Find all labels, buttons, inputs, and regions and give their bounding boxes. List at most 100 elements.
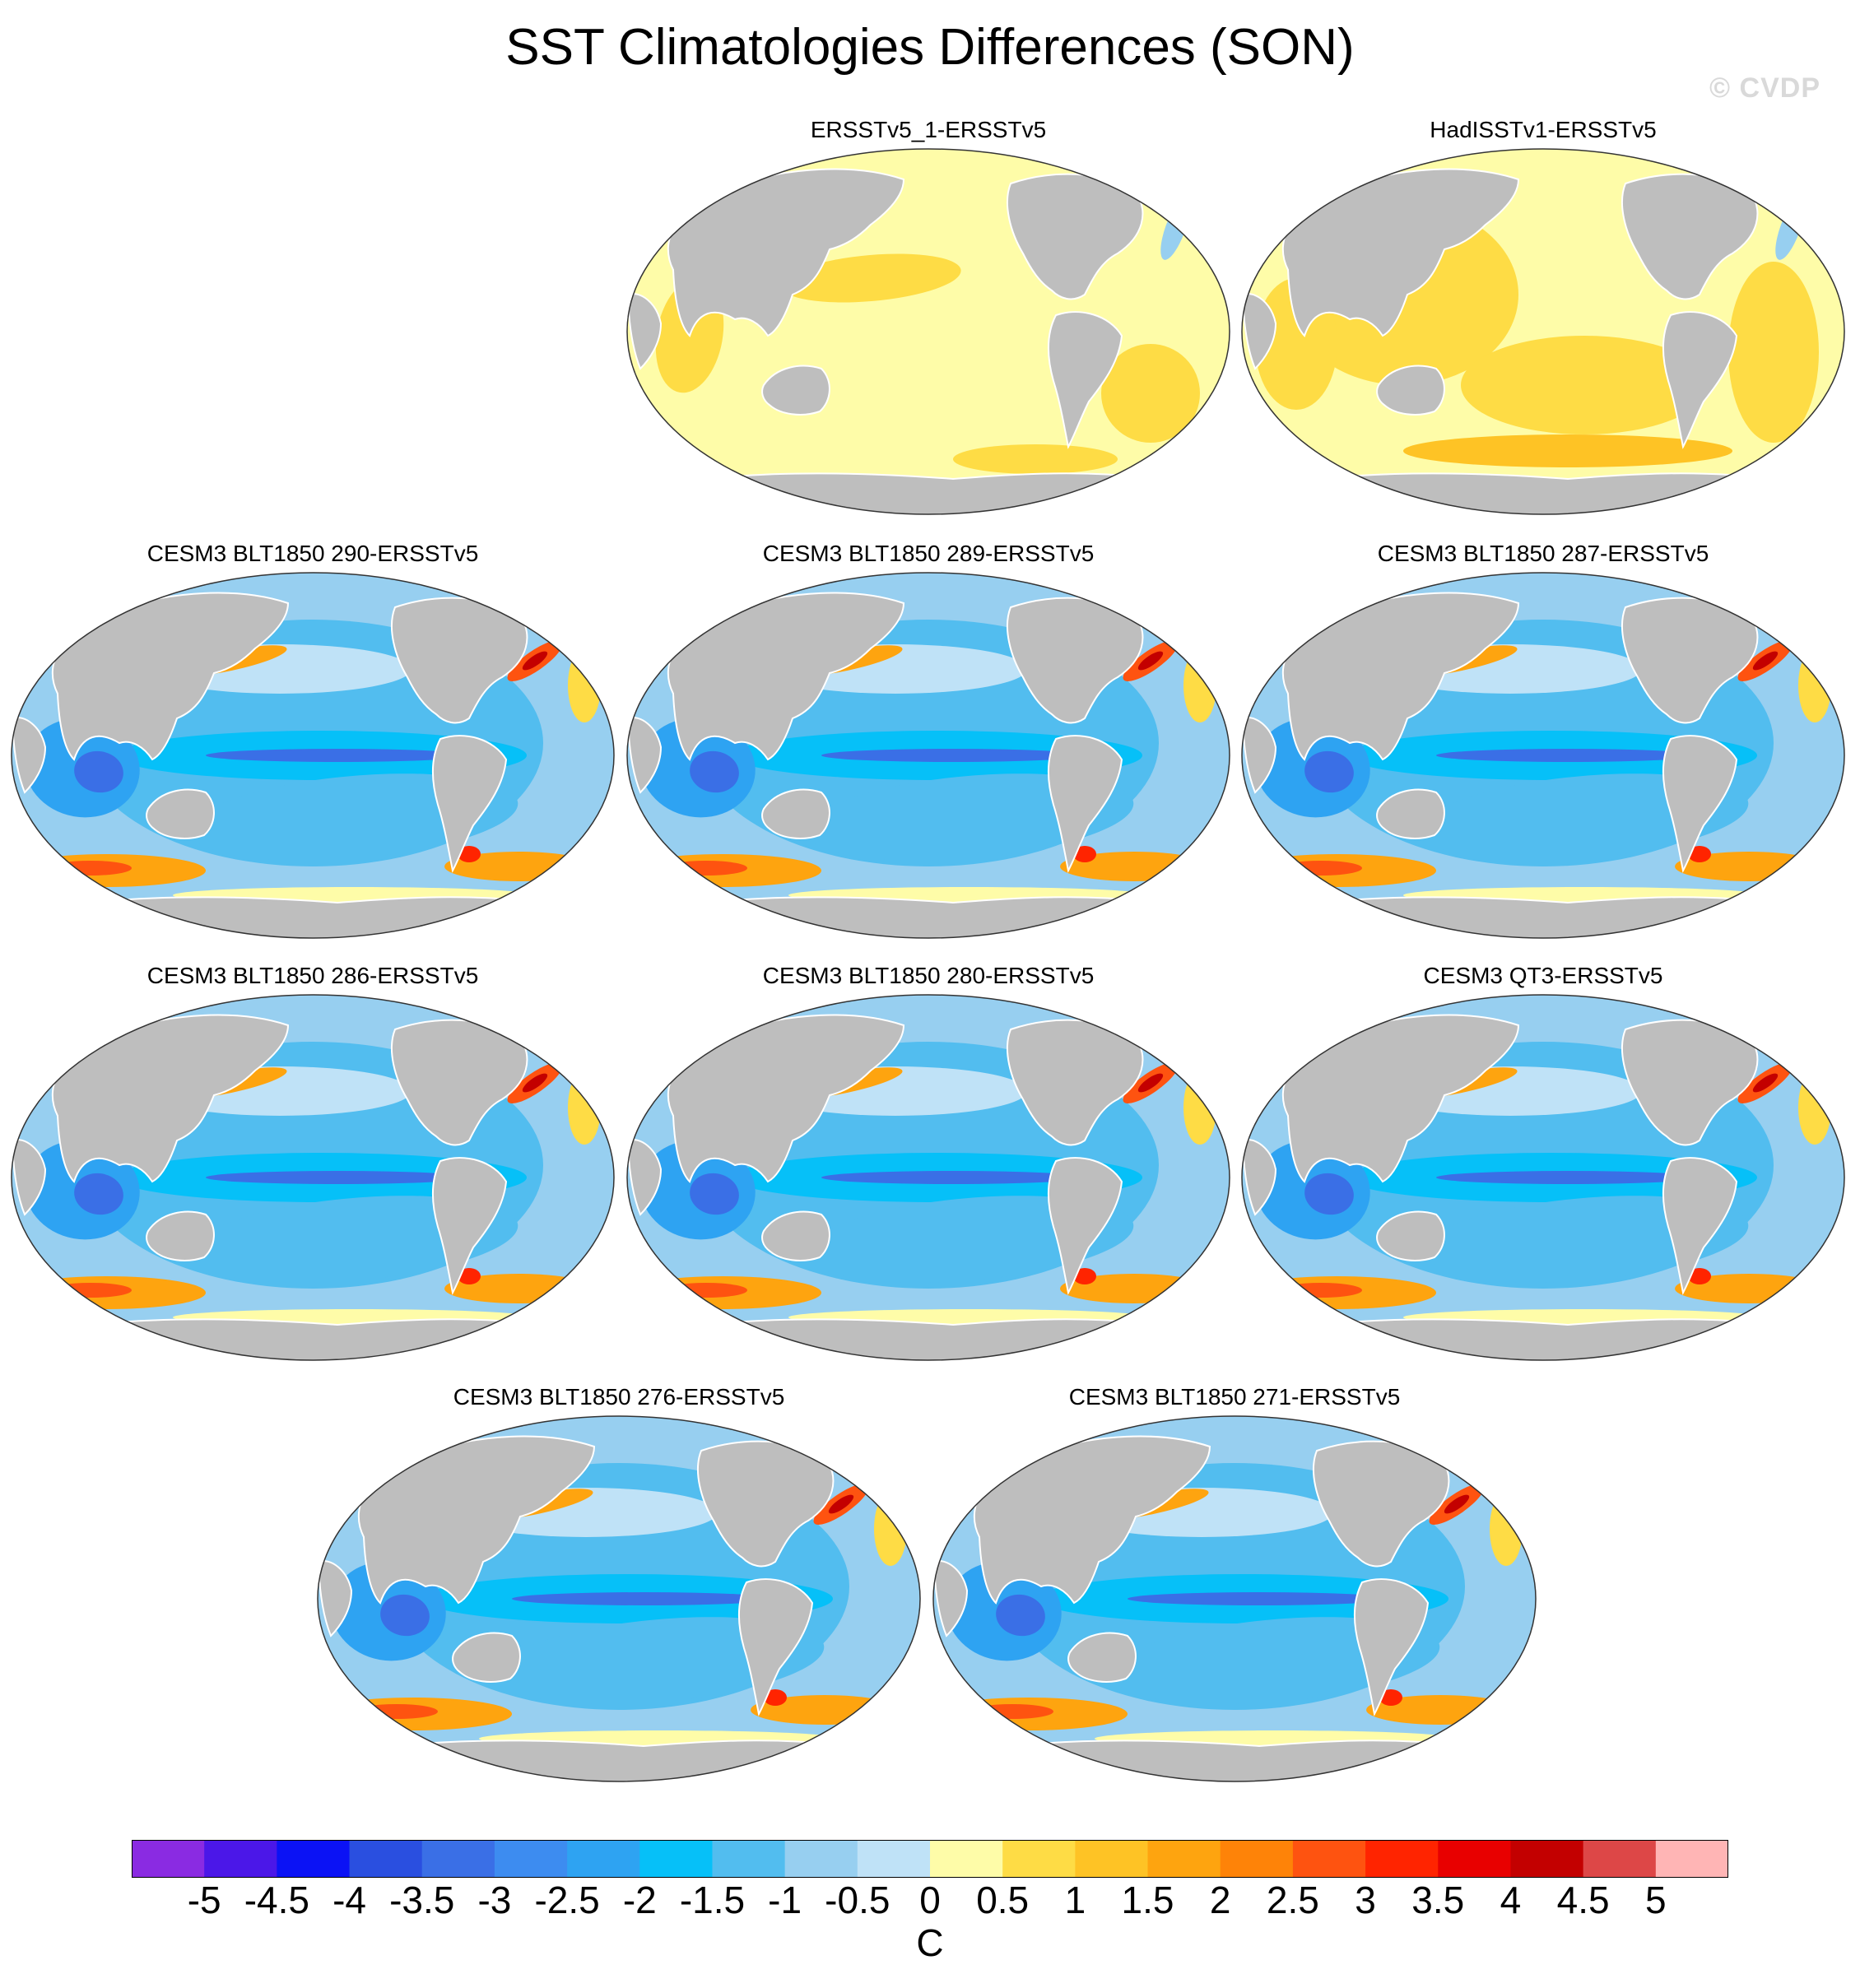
world-map — [1241, 148, 1845, 515]
map-panel: ERSSTv5_1-ERSSTv5 — [624, 115, 1233, 527]
page-title: SST Climatologies Differences (SON) — [505, 19, 1355, 76]
warm-region-atlantic — [1728, 262, 1819, 443]
antarctica-landmass — [1309, 472, 1785, 514]
cold-region-equatorial-pacific — [821, 1171, 1085, 1184]
greenland-landmass — [1123, 578, 1181, 624]
map-panel: CESM3 BLT1850 289-ERSSTv5 — [624, 539, 1233, 950]
map-panel: CESM3 BLT1850 287-ERSSTv5 — [1239, 539, 1848, 950]
map-outline — [11, 572, 615, 939]
australia-landmass — [1376, 365, 1445, 416]
colorbar-tick-label: -1.5 — [679, 1879, 746, 1921]
warm-region-argentine-shelf — [458, 1268, 481, 1284]
greenland-landmass — [1123, 1001, 1181, 1046]
panel-title: CESM3 BLT1850 286-ERSSTv5 — [146, 963, 479, 988]
greenland-landmass — [507, 578, 565, 624]
cold-region-equatorial-pacific — [206, 749, 469, 762]
cold-region-equatorial-pacific — [1128, 1592, 1391, 1605]
map-panel: CESM3 BLT1850 286-ERSSTv5 — [8, 961, 617, 1373]
cold-region-indian-core — [690, 1173, 739, 1215]
hot-region-southern-ocean — [1280, 1283, 1362, 1298]
warm-region-eastern-atlantic — [1183, 1071, 1216, 1145]
greenland-landmass — [1123, 155, 1181, 200]
south-america-landmass — [1048, 1157, 1123, 1295]
colorbar-swatch — [1438, 1840, 1511, 1878]
south-america-landmass — [738, 1578, 814, 1716]
south-america-landmass — [1662, 735, 1738, 873]
warm-region-southern — [1403, 434, 1732, 467]
map-outline — [932, 1415, 1537, 1782]
colorbar-tick-label: 4.5 — [1556, 1879, 1610, 1921]
warm-region-eastern-atlantic — [568, 1071, 601, 1145]
greenland-landmass — [1429, 1422, 1487, 1467]
hot-region-gulf-stream-core — [828, 1494, 854, 1514]
colorbar-swatch — [1220, 1840, 1294, 1878]
australia-landmass — [761, 1210, 830, 1261]
antarctica-landmass — [79, 896, 555, 938]
antarctica-landmass — [695, 896, 1170, 938]
antarctica-landmass — [695, 472, 1170, 514]
south-america-landmass — [1662, 311, 1738, 449]
greenland-landmass — [1737, 578, 1796, 624]
africa-landmass — [1242, 717, 1277, 794]
colorbar-tick-label: 0 — [919, 1879, 941, 1921]
antarctica-landmass — [385, 1740, 861, 1781]
south-america-landmass — [432, 1157, 508, 1295]
world-map — [626, 572, 1230, 939]
panel-title: CESM3 BLT1850 276-ERSSTv5 — [453, 1384, 785, 1410]
antarctica-landmass — [79, 1318, 555, 1360]
map-panel: CESM3 BLT1850 271-ERSSTv5 — [930, 1382, 1539, 1794]
map-outline — [317, 1415, 921, 1782]
colorbar-swatch — [494, 1840, 568, 1878]
colorbar-tick-label: -4 — [332, 1879, 366, 1921]
africa-landmass — [12, 1139, 47, 1216]
colorbar-swatch — [349, 1840, 423, 1878]
colorbar-swatch — [1510, 1840, 1584, 1878]
cold-region-arctic — [1337, 578, 1403, 595]
warm-region-south-pacific — [1461, 336, 1708, 434]
colorbar-tick-label: -5 — [187, 1879, 221, 1921]
warm-region-south-atlantic — [1101, 344, 1200, 443]
greenland-landmass — [507, 1001, 565, 1046]
colorbar-swatch — [204, 1840, 277, 1878]
antarctica-landmass — [695, 1318, 1170, 1360]
warm-region-eastern-atlantic — [568, 648, 601, 722]
cold-region-equatorial-pacific — [821, 749, 1085, 762]
panel-title: HadISSTv1-ERSSTv5 — [1430, 117, 1657, 142]
map-panel: CESM3 BLT1850 290-ERSSTv5 — [8, 539, 617, 950]
colorbar-swatch — [421, 1840, 495, 1878]
colorbar-swatch — [1583, 1840, 1657, 1878]
colorbar-tick-label: -0.5 — [825, 1879, 890, 1921]
antarctica-landmass — [1001, 1740, 1476, 1781]
cold-region-arctic — [1029, 1422, 1095, 1438]
warm-region-eastern-atlantic — [1798, 648, 1831, 722]
panel-title: CESM3 BLT1850 287-ERSSTv5 — [1377, 541, 1709, 566]
world-map — [11, 994, 615, 1361]
warm-region-argentine-shelf — [1688, 846, 1711, 862]
hot-region-gulf-stream-core — [1444, 1494, 1470, 1514]
cold-region-arctic — [413, 1422, 479, 1438]
warm-region-argentine-shelf — [1379, 1689, 1402, 1706]
panel-title: ERSSTv5_1-ERSSTv5 — [810, 117, 1047, 142]
panel-title: CESM3 BLT1850 280-ERSSTv5 — [762, 963, 1095, 988]
world-map — [317, 1415, 921, 1782]
colorbar-swatch — [132, 1840, 205, 1878]
cold-region-indian-core — [690, 750, 739, 793]
colorbar — [132, 1840, 1728, 1878]
world-map — [1241, 994, 1845, 1361]
map-panel: CESM3 BLT1850 280-ERSSTv5 — [624, 961, 1233, 1373]
map-panel: CESM3 BLT1850 276-ERSSTv5 — [314, 1382, 923, 1794]
australia-landmass — [761, 365, 830, 416]
colorbar-tick-label: -2 — [622, 1879, 657, 1921]
cold-region-indian-core — [996, 1594, 1045, 1637]
colorbar-swatch — [1147, 1840, 1221, 1878]
colorbar-tick-label: -1 — [768, 1879, 802, 1921]
hot-region-gulf-stream-core — [1137, 651, 1164, 671]
hot-region-southern-ocean — [356, 1704, 438, 1719]
warm-region-eastern-atlantic — [874, 1492, 907, 1566]
watermark: © CVDP — [1709, 72, 1820, 104]
africa-landmass — [1242, 293, 1277, 370]
south-america-landmass — [1662, 1157, 1738, 1295]
colorbar-tick-labels: -5 -4.5 -4 -3.5 -3 -2.5 -2 -1.5 -1 -0.5 0 0.5 1 1.5 2 2… — [0, 1878, 1860, 1927]
hot-region-southern-ocean — [1280, 861, 1362, 876]
hot-region-southern-ocean — [971, 1704, 1053, 1719]
